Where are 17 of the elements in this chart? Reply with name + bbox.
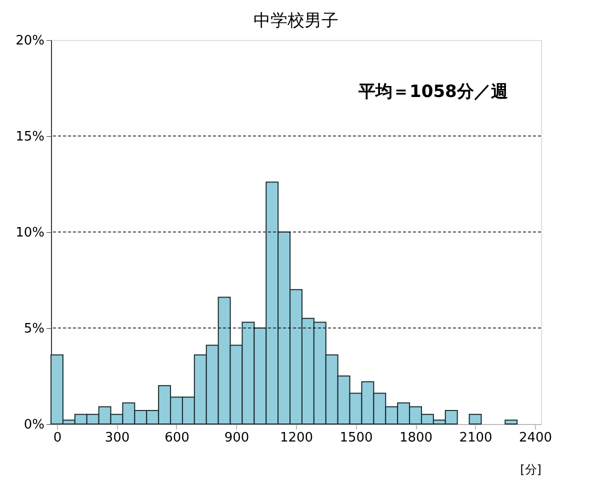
x-tick-label: 600 — [164, 430, 190, 446]
annotation: 平均＝1058分／週 — [358, 82, 508, 102]
x-tick-label: 1500 — [340, 430, 373, 446]
y-tick-label: 5% — [24, 322, 44, 336]
x-tick-label: 2100 — [459, 430, 492, 446]
x-tick-label: 1800 — [399, 430, 433, 446]
y-tick-label: 15% — [16, 130, 44, 144]
x-tick-label: 1200 — [280, 430, 314, 446]
x-tick-label: 0 — [53, 430, 62, 446]
x-axis-title: [分] — [520, 462, 542, 476]
x-tick-label: 2400 — [518, 430, 552, 446]
y-tick-label: 0% — [24, 418, 44, 432]
chart-title: 中学校男子 — [254, 11, 338, 31]
x-tick-label: 900 — [224, 430, 250, 446]
y-tick-label: 20% — [16, 34, 44, 48]
x-tick-label: 300 — [104, 430, 130, 446]
y-tick-label: 10% — [16, 226, 44, 240]
